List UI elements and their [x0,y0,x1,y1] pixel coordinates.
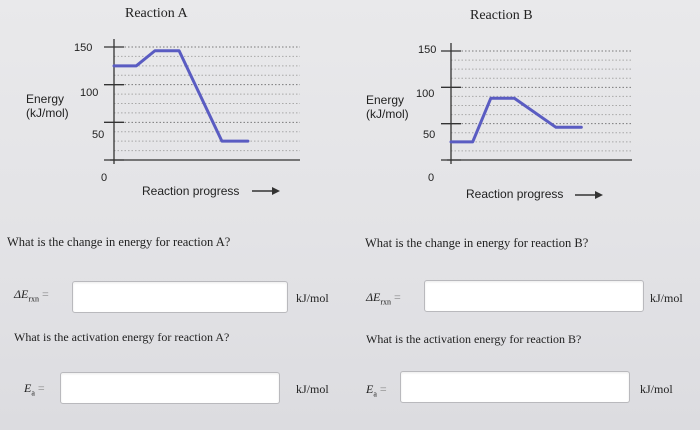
reaction-a-tick-150: 150 [74,42,93,54]
unit-delta-a: kJ/mol [296,291,329,305]
unit-ea-a: kJ/mol [296,382,329,396]
reaction-b-chart [441,43,632,164]
reaction-a-xaxis-arrow [252,187,280,195]
delta-e-symbol-b: ΔE [366,290,381,304]
ea-label-a: Ea = [24,381,45,397]
ea-input-a[interactable] [60,372,280,404]
delta-e-label-b: ΔErxn = [366,290,401,306]
delta-e-input-a[interactable] [72,281,288,313]
equals-sign: = [394,290,401,304]
reaction-b-energy-line [449,96,583,144]
delta-e-sub-b: rxn [380,297,392,307]
reaction-a-chart [104,39,300,164]
reaction-b-tick-100: 100 [416,88,435,100]
ea-label-b: Ea = [366,382,387,398]
reaction-b-title: Reaction B [470,8,533,23]
delta-e-symbol-a: ΔE [14,287,29,301]
ea-symbol-b: E [366,382,374,396]
question-change-b: What is the change in energy for reactio… [365,236,589,250]
reaction-b-tick-50: 50 [423,129,436,141]
question-change-a: What is the change in energy for reactio… [7,235,231,249]
unit-ea-b: kJ/mol [640,382,673,396]
equals-sign: = [37,381,45,395]
ea-sub-b: a [373,389,377,399]
reaction-b-ylabel: Energy (kJ/mol) [366,93,409,121]
delta-e-sub-a: rxn [28,294,40,304]
delta-e-input-b[interactable] [424,280,644,312]
reaction-b-tick-0: 0 [428,172,435,184]
reaction-b-ylabel-unit: (kJ/mol) [366,107,409,121]
question-activation-a: What is the activation energy for reacti… [14,330,230,344]
reaction-b-xaxis-arrow [575,191,603,199]
reaction-a-tick-50: 50 [92,129,105,141]
unit-delta-b: kJ/mol [650,291,683,305]
ea-symbol-a: E [24,381,32,395]
delta-e-label-a: ΔErxn = [14,287,49,303]
question-activation-b: What is the activation energy for reacti… [366,332,582,346]
reaction-a-ylabel-unit: (kJ/mol) [26,106,69,120]
ea-input-b[interactable] [400,371,630,403]
reaction-b-tick-150: 150 [418,44,437,56]
ea-sub-a: a [31,388,35,398]
reaction-a-ylabel: Energy (kJ/mol) [26,92,69,120]
equals-sign: = [42,287,49,301]
reaction-a-energy-line [112,49,250,143]
reaction-a-tick-100: 100 [80,87,99,99]
reaction-a-title: Reaction A [125,6,188,21]
equals-sign: = [379,382,387,396]
reaction-a-xlabel: Reaction progress [142,184,240,198]
reaction-a-tick-0: 0 [101,172,108,184]
reaction-a-ylabel-energy: Energy [26,92,65,106]
reaction-b-xlabel: Reaction progress [466,187,564,201]
reaction-b-ylabel-energy: Energy [366,93,405,107]
